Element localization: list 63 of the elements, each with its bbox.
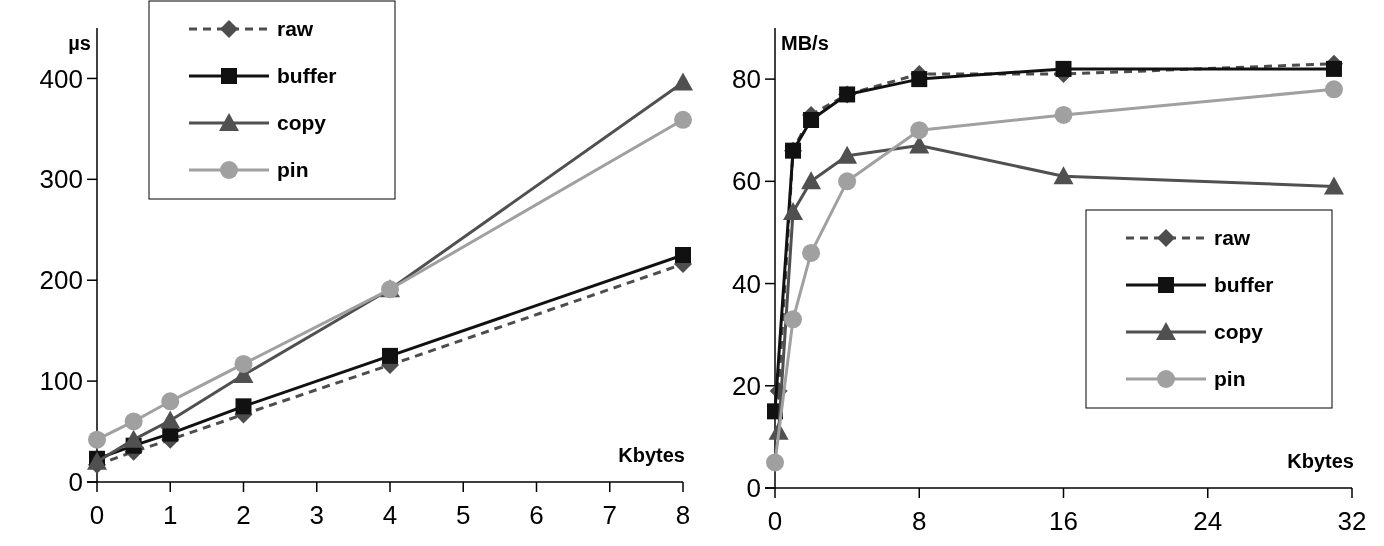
point [1325,60,1342,77]
point [124,412,143,431]
point [1054,105,1073,124]
point [675,247,691,263]
point [123,429,144,448]
y-axis-title: MB/s [781,32,829,54]
point [838,172,857,191]
x-tick-label: 24 [1193,506,1223,536]
point [1055,60,1072,77]
x-tick-label: 16 [1049,506,1078,536]
legend-label: copy [1214,320,1264,344]
point [1053,166,1074,185]
point [910,121,929,140]
legend-label: pin [277,158,309,182]
x-tick-label: 3 [309,500,324,530]
x-tick-label: 2 [236,500,251,530]
x-tick-label: 0 [767,506,783,536]
y-tick-label: 400 [39,63,83,94]
legend-label: buffer [277,64,337,88]
point [235,398,252,415]
y-axis-title: µs [68,32,91,54]
point [783,202,804,220]
x-tick-label: 1 [163,500,178,530]
point [1324,80,1343,99]
y-tick-label: 80 [732,64,761,95]
x-axis-title: Kbytes [618,444,685,466]
point [674,110,692,129]
x-tick-label: 5 [456,500,471,530]
y-tick-label: 20 [732,370,761,401]
point [837,145,858,164]
y-tick-label: 100 [39,366,83,397]
point [1323,176,1344,195]
y-tick-label: 200 [39,265,83,296]
x-axis-title: Kbytes [1287,450,1354,472]
x-tick-label: 8 [912,506,927,536]
point [802,243,821,262]
x-tick-label: 8 [675,500,691,530]
x-tick-label: 7 [602,500,617,530]
legend-label: raw [1214,226,1251,250]
y-tick-label: 0 [68,467,83,498]
point [801,171,822,190]
x-tick-label: 0 [89,500,105,530]
y-tick-label: 300 [39,164,83,195]
legend-label: copy [277,111,327,135]
point [234,354,253,373]
point [673,72,693,91]
point [88,430,106,449]
point [911,71,928,88]
point [803,112,820,128]
y-tick-label: 40 [732,268,761,299]
point [382,347,398,364]
x-tick-label: 6 [529,500,544,530]
point [784,310,803,329]
legend-label: pin [1214,367,1246,391]
y-tick-label: 0 [746,473,761,504]
point [766,453,784,472]
point [160,410,181,429]
x-tick-label: 4 [382,500,398,530]
legend-label: buffer [1214,273,1274,297]
x-tick-label: 32 [1337,506,1367,536]
y-tick-label: 60 [732,166,761,197]
point [161,392,180,411]
legend-label: raw [277,17,314,41]
